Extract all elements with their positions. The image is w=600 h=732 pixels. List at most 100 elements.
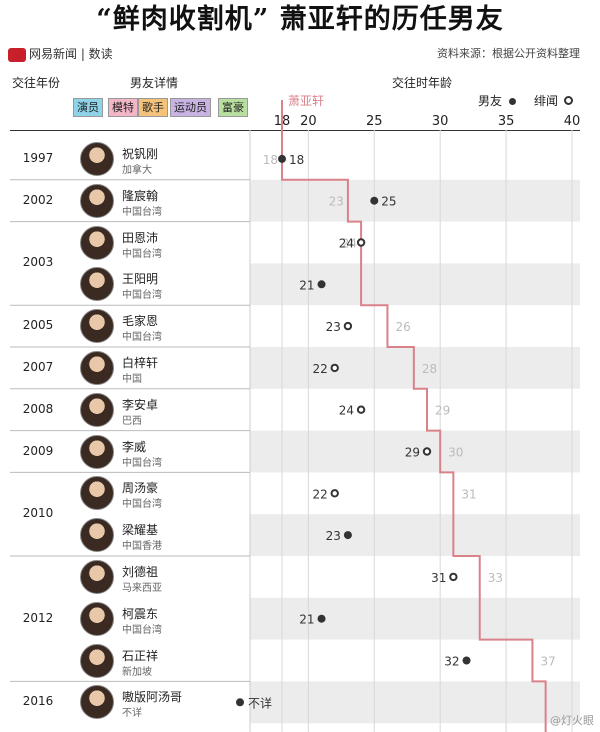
boyfriend-origin: 中国台湾: [122, 206, 162, 218]
boyfriend-age-label: 21: [299, 278, 314, 292]
boyfriend-origin: 中国台湾: [122, 457, 162, 469]
avatar: [80, 350, 114, 385]
rumor-dot: [356, 238, 366, 247]
boyfriend-name: 周汤豪: [122, 481, 159, 496]
boyfriend-origin: 中国台湾: [122, 499, 162, 511]
boyfriend-name: 刘德祖: [122, 564, 159, 579]
boyfriend-age-label: 29: [405, 446, 420, 460]
boyfriend-name: 李安卓: [122, 397, 159, 412]
rumor-dot: [356, 405, 366, 414]
boyfriend-dot: [278, 154, 286, 163]
page-title: “鲜肉收割机” 萧亚轩的历任男友: [96, 4, 504, 35]
source-note: 资料来源：根据公开资料整理: [437, 47, 580, 60]
category-singer: 歌手: [138, 98, 168, 117]
category-rich: 富豪: [218, 98, 248, 117]
xiao-age-label: 18: [263, 153, 278, 167]
boyfriend-origin: 马来西亚: [122, 582, 162, 594]
header-year: 交往年份: [12, 76, 61, 90]
xiao-age-label: 37: [540, 655, 555, 669]
avatar: [80, 225, 114, 260]
boyfriend-origin: 中国: [122, 373, 142, 385]
legend-boyfriend-label: 男友: [478, 94, 503, 108]
xiao-age-label: 24: [342, 237, 357, 251]
xiao-age-label: 33: [488, 571, 503, 585]
rumor-dot: [422, 447, 432, 456]
avatar: [80, 518, 114, 553]
rumor-dot: [343, 321, 353, 331]
boyfriend-origin: 中国台湾: [122, 290, 162, 302]
boyfriend-origin: 中国台湾: [122, 248, 162, 260]
avatar: [80, 559, 114, 594]
boyfriend-origin: 中国香港: [122, 541, 162, 553]
boyfriend-dot: [317, 614, 326, 623]
boyfriend-age-label: 24: [339, 237, 354, 251]
boyfriend-age-label: 31: [431, 571, 446, 585]
avatar: [80, 643, 114, 678]
boyfriend-age-label: 21: [299, 613, 314, 627]
row-stripe: [250, 514, 580, 556]
x-tick-label: 40: [564, 114, 581, 129]
legend-boyfriend: 男友: [478, 92, 516, 109]
boyfriend-name: 祝钒刚: [122, 146, 159, 161]
row-stripe: [250, 681, 580, 724]
boyfriend-name: 李威: [122, 439, 147, 454]
avatar: [80, 267, 114, 302]
boyfriend-origin: 新加坡: [122, 666, 152, 678]
boyfriend-origin: 中国台湾: [122, 624, 162, 636]
legend-rumor: 绯闻: [534, 92, 573, 109]
boyfriend-name: 梁耀基: [122, 523, 159, 538]
avatar: [80, 476, 114, 511]
xiao-age-label: 23: [329, 195, 344, 209]
boyfriend-age-label: 23: [326, 529, 341, 543]
boyfriend-age-label: 23: [326, 320, 341, 334]
boyfriend-origin: 巴西: [122, 415, 142, 427]
rumor-dot: [330, 363, 339, 373]
boyfriend-dot: [370, 196, 379, 205]
x-tick-label: 20: [300, 114, 317, 129]
boyfriend-age-label: 24: [339, 404, 354, 418]
brand-logo: 网易新闻 | 数读: [8, 45, 113, 62]
xiao-age-label: 30: [448, 446, 463, 460]
avatar: [80, 434, 114, 469]
filled-dot-icon: [508, 98, 516, 105]
xiao-age-label: 31: [461, 487, 476, 501]
year-label: 2003: [22, 255, 54, 270]
row-stripe: [250, 430, 580, 473]
year-label: 2009: [22, 443, 54, 458]
rumor-dot: [330, 489, 339, 498]
boyfriend-name: 嗷版阿汤哥: [122, 690, 183, 705]
xiao-age-label: 28: [422, 362, 437, 376]
row-stripe: [250, 347, 580, 389]
boyfriend-name: 毛家恩: [122, 314, 159, 329]
rumor-dot: [449, 572, 458, 582]
legend-rumor-label: 绯闻: [534, 94, 559, 108]
avatar: [80, 685, 114, 720]
boyfriend-age-label: 22: [312, 487, 327, 501]
row-stripe: [250, 597, 580, 640]
legend-line-label: 萧亚轩: [288, 94, 325, 108]
year-label: 2007: [22, 359, 54, 374]
boyfriend-age-label: 18: [289, 153, 304, 167]
category-athlete: 运动员: [170, 98, 211, 117]
boyfriend-name: 田恩沛: [122, 230, 159, 245]
boyfriend-name: 柯震东: [122, 606, 159, 621]
year-label: 2012: [22, 610, 54, 625]
avatar: [80, 309, 114, 344]
year-label: 2016: [22, 694, 54, 709]
hollow-dot-icon: [563, 96, 573, 105]
xiao-age-line: [281, 100, 547, 732]
boyfriend-name: 白梓轩: [122, 355, 159, 370]
netease-logo-icon: [8, 47, 26, 62]
boyfriend-dot: [236, 698, 244, 707]
boyfriend-origin: 不详: [122, 708, 142, 720]
header-divider: [10, 130, 580, 131]
avatar: [80, 183, 114, 218]
header-age: 交往时年龄: [392, 76, 453, 90]
row-stripe: [250, 179, 580, 222]
boyfriend-origin: 中国台湾: [122, 332, 162, 344]
category-model: 模特: [108, 98, 138, 117]
boyfriend-name: 王阳明: [122, 272, 159, 287]
x-tick-label: 35: [498, 114, 515, 129]
year-label: 2002: [22, 192, 54, 207]
